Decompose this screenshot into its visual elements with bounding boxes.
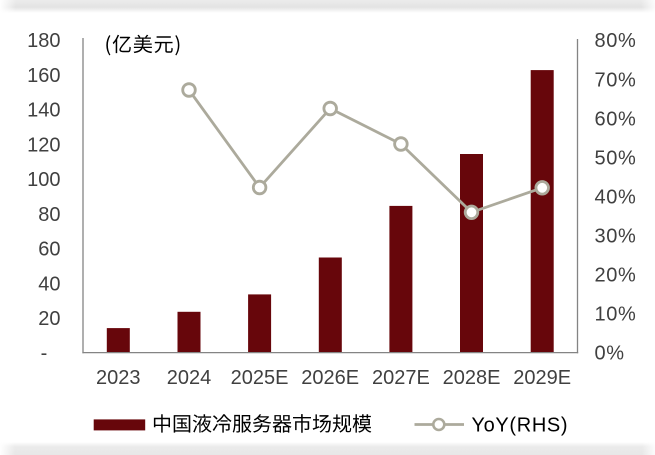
svg-text:180: 180 [27, 30, 60, 52]
svg-text:40%: 40% [595, 186, 637, 208]
svg-text:2025E: 2025E [231, 367, 289, 389]
svg-text:30%: 30% [595, 226, 637, 248]
svg-text:YoY(RHS): YoY(RHS) [472, 415, 569, 437]
svg-text:40: 40 [38, 273, 60, 295]
svg-text:120: 120 [27, 134, 60, 156]
svg-text:2026E: 2026E [301, 367, 359, 389]
svg-text:10%: 10% [595, 304, 637, 326]
svg-text:2023: 2023 [96, 367, 141, 389]
svg-text:20%: 20% [595, 265, 637, 287]
svg-text:0%: 0% [595, 343, 625, 365]
svg-text:2027E: 2027E [372, 367, 430, 389]
svg-text:50%: 50% [595, 147, 637, 169]
svg-text:20: 20 [38, 308, 60, 330]
svg-text:140: 140 [27, 100, 60, 122]
svg-text:70%: 70% [595, 69, 637, 91]
svg-text:2029E: 2029E [513, 367, 571, 389]
svg-text:100: 100 [27, 169, 60, 191]
svg-text:2028E: 2028E [443, 367, 501, 389]
svg-text:60: 60 [38, 239, 60, 261]
svg-text:80: 80 [38, 204, 60, 226]
svg-text:-: - [41, 343, 48, 365]
svg-text:2024: 2024 [167, 367, 212, 389]
svg-text:60%: 60% [595, 108, 637, 130]
svg-text:160: 160 [27, 65, 60, 87]
svg-text:80%: 80% [595, 30, 637, 52]
